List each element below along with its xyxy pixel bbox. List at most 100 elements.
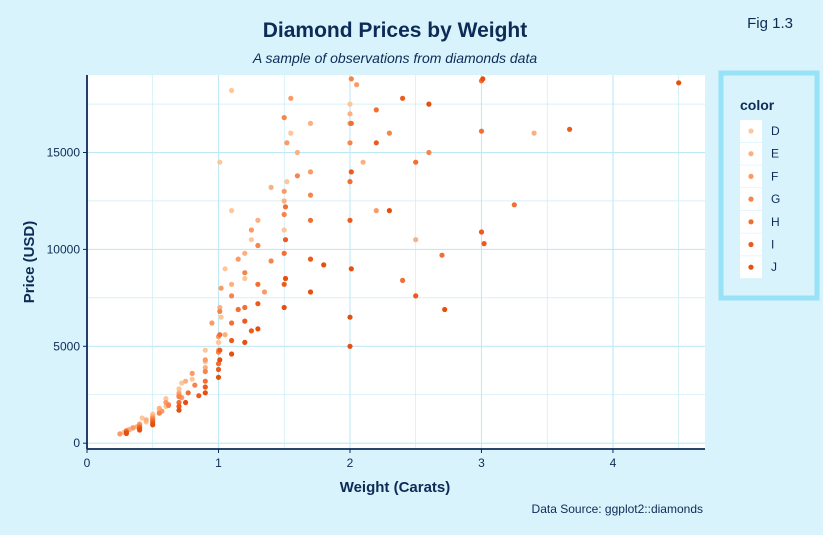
- figure-label: Fig 1.3: [747, 15, 793, 32]
- data-point: [217, 347, 223, 353]
- x-tick-label: 2: [347, 456, 354, 470]
- data-point: [229, 208, 235, 214]
- data-point: [281, 281, 287, 287]
- legend-key-i: [748, 241, 754, 248]
- x-axis-title: Weight (Carats): [340, 479, 451, 496]
- data-point: [222, 266, 228, 272]
- legend-label: J: [771, 260, 777, 274]
- data-point: [347, 179, 353, 185]
- data-point: [307, 192, 314, 198]
- data-source-caption: Data Source: ggplot2::diamonds: [532, 502, 703, 516]
- x-tick-label: 4: [610, 456, 617, 470]
- data-point: [294, 173, 300, 179]
- data-point: [217, 357, 223, 363]
- data-point: [137, 427, 143, 433]
- data-point: [386, 208, 392, 214]
- data-point: [202, 378, 208, 384]
- data-point: [307, 169, 314, 175]
- data-point: [307, 120, 314, 126]
- data-point: [413, 159, 419, 165]
- data-point: [150, 422, 156, 428]
- data-point: [284, 140, 290, 146]
- data-point: [215, 366, 222, 373]
- data-point: [439, 252, 445, 258]
- data-point: [255, 326, 261, 332]
- data-point: [281, 211, 287, 218]
- data-point: [347, 111, 353, 117]
- data-point: [176, 394, 182, 400]
- data-point: [202, 384, 208, 390]
- data-point: [242, 318, 248, 324]
- data-point: [255, 217, 261, 223]
- legend-key-d: [748, 128, 754, 134]
- data-point: [242, 275, 248, 282]
- data-point: [176, 403, 182, 409]
- data-point: [196, 393, 202, 399]
- data-point: [235, 306, 241, 313]
- data-point: [282, 204, 289, 210]
- data-point: [165, 402, 172, 408]
- data-point: [202, 347, 208, 353]
- data-point: [255, 281, 261, 287]
- legend-title: color: [740, 97, 775, 113]
- data-point: [242, 304, 248, 311]
- data-point: [143, 417, 149, 423]
- data-point: [282, 275, 289, 282]
- data-point: [347, 101, 353, 107]
- data-point: [229, 293, 235, 299]
- data-point: [348, 120, 354, 126]
- data-point: [215, 339, 222, 345]
- data-point: [348, 266, 354, 272]
- data-point: [268, 184, 274, 190]
- legend-label: I: [771, 238, 774, 252]
- legend-key-f: [748, 173, 754, 179]
- data-point: [426, 149, 432, 156]
- data-point: [281, 227, 287, 233]
- data-point: [248, 237, 254, 243]
- axes: 0 1 2 3 4 0 5000 10000 15000: [47, 75, 705, 470]
- legend-label: G: [771, 192, 780, 206]
- data-point: [217, 159, 223, 165]
- data-point: [183, 399, 189, 406]
- data-point: [248, 227, 254, 233]
- data-point: [281, 115, 287, 121]
- data-point: [281, 198, 287, 204]
- data-point: [348, 169, 354, 175]
- x-tick-label: 0: [84, 456, 91, 470]
- data-point: [268, 258, 274, 264]
- data-point: [235, 256, 241, 262]
- data-point: [202, 357, 208, 363]
- data-point: [347, 314, 353, 320]
- data-point: [307, 289, 314, 295]
- data-point: [202, 365, 208, 371]
- legend-label: E: [771, 147, 779, 161]
- data-point: [189, 370, 195, 376]
- data-point: [373, 140, 379, 146]
- data-point: [176, 407, 182, 413]
- data-point: [217, 332, 223, 338]
- legend-key-g: [748, 196, 754, 202]
- data-point: [130, 425, 136, 431]
- data-point: [242, 270, 248, 276]
- data-point: [531, 130, 537, 136]
- data-point: [176, 386, 182, 392]
- data-point: [215, 374, 222, 380]
- data-point: [217, 304, 223, 311]
- data-point: [282, 237, 289, 243]
- data-point: [179, 380, 185, 386]
- data-point: [348, 76, 354, 82]
- data-point: [192, 382, 198, 388]
- data-point: [255, 242, 261, 249]
- data-point: [442, 306, 448, 313]
- data-point: [281, 304, 287, 311]
- data-point: [413, 293, 419, 299]
- chart-subtitle: A sample of observations from diamonds d…: [252, 50, 538, 66]
- data-point: [281, 250, 287, 256]
- data-point: [202, 368, 208, 375]
- data-point: [478, 229, 485, 235]
- data-point: [480, 76, 486, 82]
- data-point: [242, 250, 248, 256]
- data-point: [347, 217, 353, 223]
